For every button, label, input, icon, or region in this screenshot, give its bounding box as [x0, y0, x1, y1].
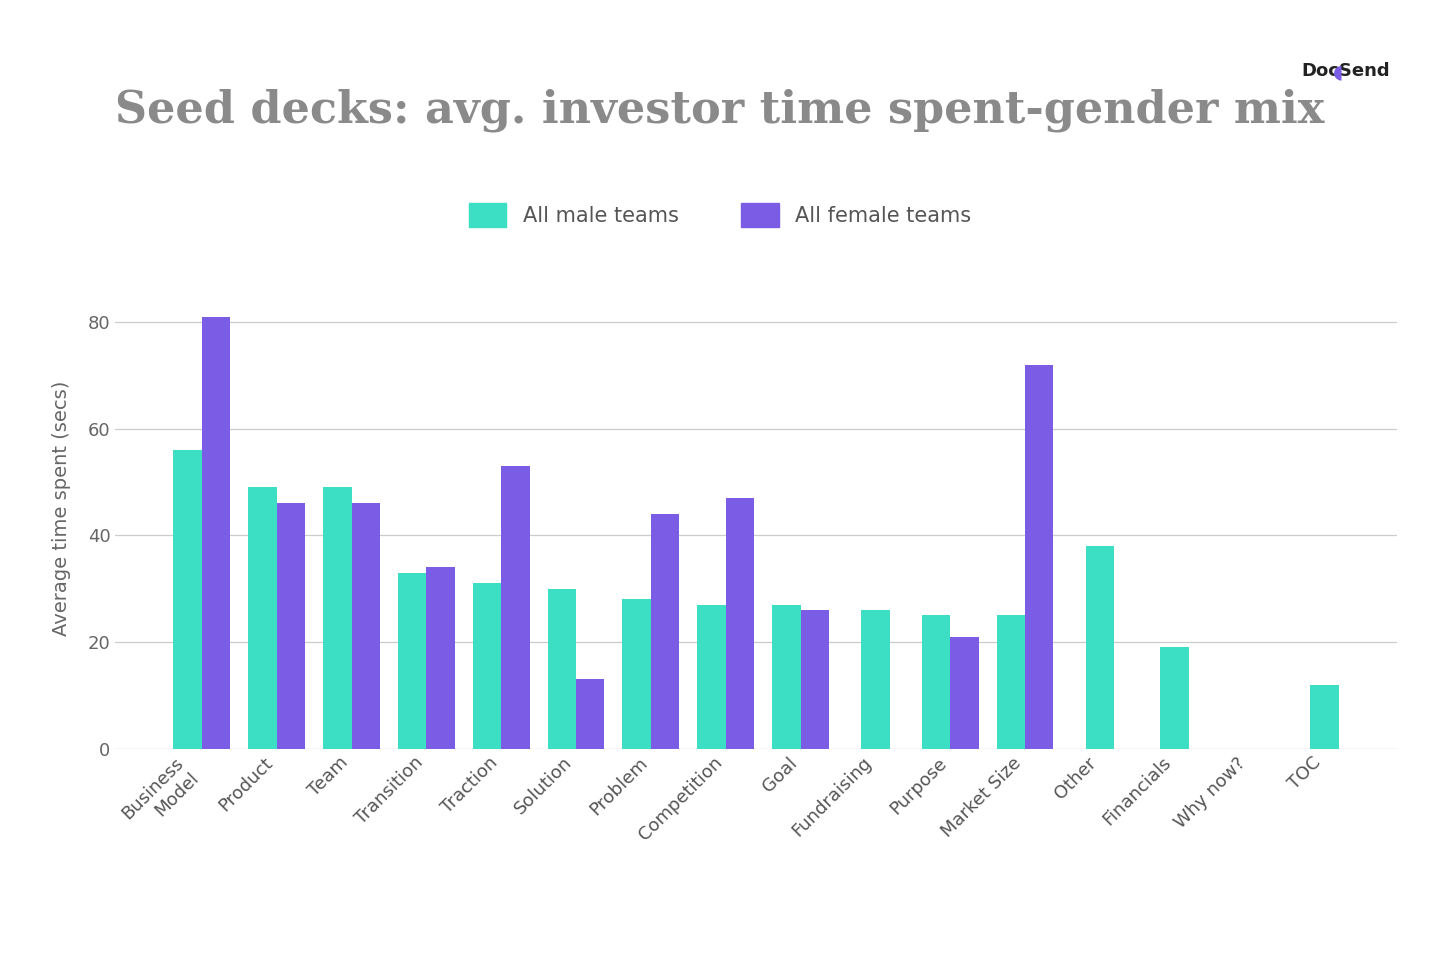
Bar — [472, 584, 501, 749]
Bar — [772, 605, 801, 749]
Bar — [1161, 647, 1189, 749]
Bar — [1310, 684, 1339, 749]
Bar — [861, 611, 890, 749]
Bar — [651, 515, 680, 749]
Bar — [1025, 365, 1054, 749]
Bar — [726, 498, 755, 749]
Bar — [547, 588, 576, 749]
Bar — [173, 450, 202, 749]
Bar — [622, 599, 651, 749]
Bar — [248, 488, 276, 749]
Text: ◖: ◖ — [1333, 62, 1344, 82]
Bar — [950, 636, 979, 749]
Bar — [351, 503, 380, 749]
Bar — [576, 680, 605, 749]
Bar — [697, 605, 726, 749]
Text: Seed decks: avg. investor time spent-gender mix: Seed decks: avg. investor time spent-gen… — [115, 88, 1325, 132]
Text: DocSend: DocSend — [1300, 62, 1390, 81]
Bar — [397, 573, 426, 749]
Bar — [501, 467, 530, 749]
Bar — [426, 567, 455, 749]
Bar — [922, 615, 950, 749]
Bar — [276, 503, 305, 749]
Bar — [1086, 546, 1115, 749]
Legend: All male teams, All female teams: All male teams, All female teams — [458, 193, 982, 238]
Y-axis label: Average time spent (secs): Average time spent (secs) — [52, 381, 71, 636]
Bar — [202, 317, 230, 749]
Bar — [996, 615, 1025, 749]
Bar — [323, 488, 351, 749]
Bar — [801, 611, 829, 749]
